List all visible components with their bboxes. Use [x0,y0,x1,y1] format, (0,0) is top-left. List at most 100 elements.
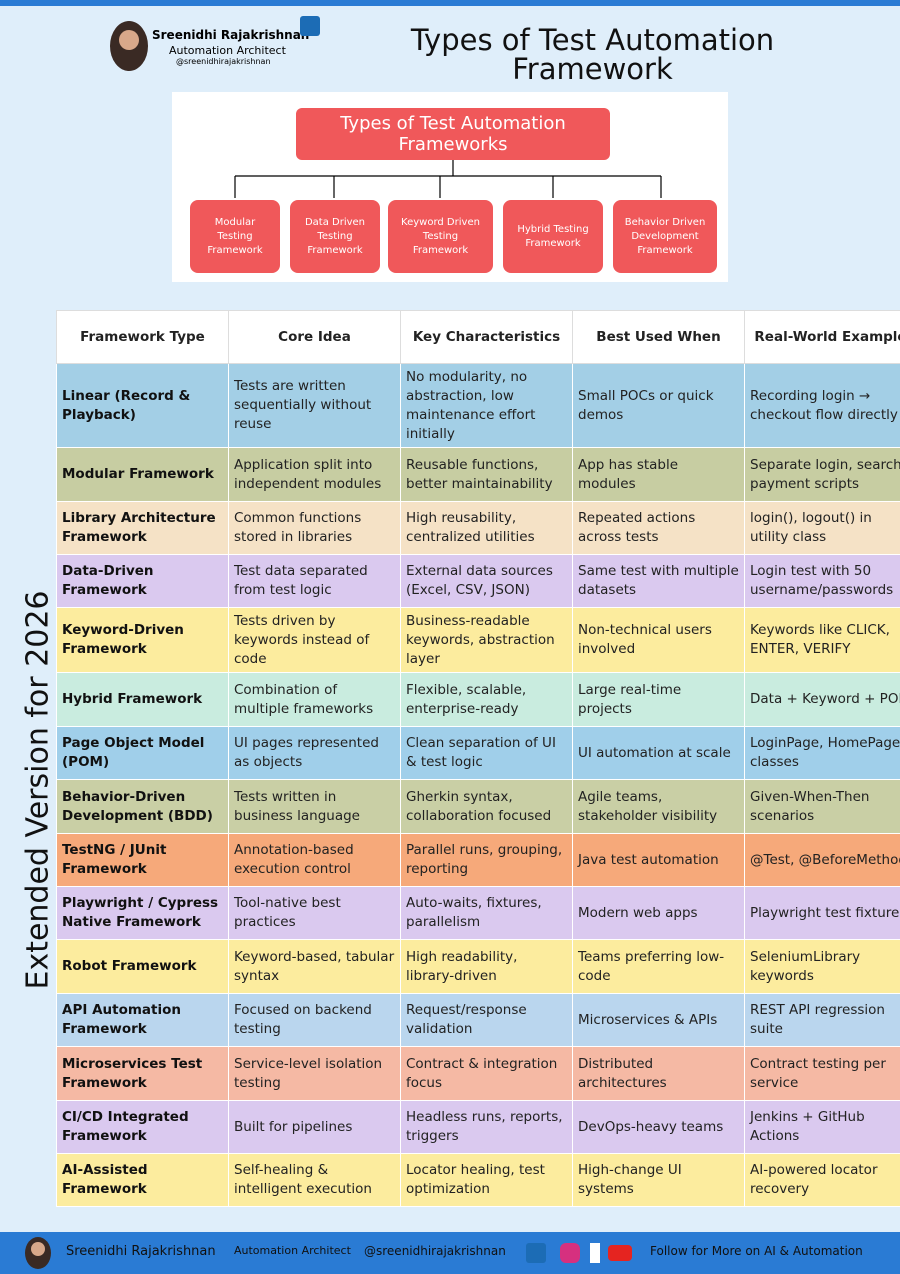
table-cell: High reusability, centralized utilities [400,501,573,555]
table-cell: SeleniumLibrary keywords [744,939,900,994]
table-row: Linear (Record & Playback) Tests are writ… [56,363,900,448]
framework-name: TestNG / JUnit Framework [56,833,229,887]
table-cell: Reusable functions, better maintainabili… [400,447,573,502]
table-cell: AI-powered locator recovery [744,1153,900,1207]
table-cell: Jenkins + GitHub Actions [744,1100,900,1154]
table-cell: Built for pipelines [228,1100,401,1154]
framework-name: Microservices Test Framework [56,1046,229,1101]
root-node: Types of Test Automation Frameworks [296,108,610,160]
author-role: Automation Architect [169,44,286,57]
column-header: Key Characteristics [400,310,573,364]
framework-name: Modular Framework [56,447,229,502]
side-label: Extended Version for 2026 [20,590,56,990]
table-cell: Modern web apps [572,886,745,940]
table-row: Behavior-Driven Development (BDD) Tests w… [56,779,900,834]
author-handle: @sreenidhirajakrishnan [176,57,271,66]
author-name: Sreenidhi Rajakrishnan [152,28,310,42]
child-node: Data Driven Testing Framework [290,200,380,273]
table-cell: Large real-time projects [572,672,745,727]
column-header: Core Idea [228,310,401,364]
table-cell: Locator healing, test optimization [400,1153,573,1207]
table-row: Page Object Model (POM) UI pages represen… [56,726,900,780]
linkedin-icon[interactable] [526,1243,546,1263]
table-cell: Combination of multiple frameworks [228,672,401,727]
column-header: Best Used When [572,310,745,364]
table-cell: Microservices & APIs [572,993,745,1047]
table-cell: App has stable modules [572,447,745,502]
framework-name: Hybrid Framework [56,672,229,727]
table-cell: Keyword-based, tabular syntax [228,939,401,994]
table-row: API Automation Framework Focused on backe… [56,993,900,1047]
child-node: Modular Testing Framework [190,200,280,273]
table-cell: Tests driven by keywords instead of code [228,607,401,673]
table-cell: Contract testing per service [744,1046,900,1101]
framework-name: Keyword-Driven Framework [56,607,229,673]
table-row: Hybrid Framework Combination of multiple … [56,672,900,727]
page-title: Types of Test Automation Framework [410,23,775,86]
avatar [110,21,148,71]
framework-name: API Automation Framework [56,993,229,1047]
table-row: Robot Framework Keyword-based, tabular sy… [56,939,900,994]
footer-role: Automation Architect [234,1244,351,1257]
table-cell: High-change UI systems [572,1153,745,1207]
table-cell: Small POCs or quick demos [572,363,745,448]
table-cell: Focused on backend testing [228,993,401,1047]
table-cell: Self-healing & intelligent execution [228,1153,401,1207]
linkedin-icon[interactable] [300,16,320,36]
table-cell: Agile teams, stakeholder visibility [572,779,745,834]
table-cell: Tests are written sequentially without r… [228,363,401,448]
table-cell: Business-readable keywords, abstraction … [400,607,573,673]
table-row: Data-Driven Framework Test data separated… [56,554,900,608]
footer-name: Sreenidhi Rajakrishnan [66,1244,216,1259]
instagram-icon[interactable] [560,1243,580,1263]
framework-name: Robot Framework [56,939,229,994]
table-cell: Teams preferring low-code [572,939,745,994]
table-cell: Login test with 50 username/passwords [744,554,900,608]
child-node: Hybrid Testing Framework [503,200,603,273]
table-cell: Flexible, scalable, enterprise-ready [400,672,573,727]
table-cell: Non-technical users involved [572,607,745,673]
table-cell: Tool-native best practices [228,886,401,940]
framework-table: Framework Type Core Idea Key Characteristi… [56,310,900,1207]
table-cell: Repeated actions across tests [572,501,745,555]
table-row: Microservices Test Framework Service-leve… [56,1046,900,1101]
column-header: Framework Type [56,310,229,364]
header-row: Framework Type Core Idea Key Characteristi… [56,310,900,364]
table-cell: Test data separated from test logic [228,554,401,608]
framework-name: Page Object Model (POM) [56,726,229,780]
table-cell: Distributed architectures [572,1046,745,1101]
table-cell: Keywords like CLICK, ENTER, VERIFY [744,607,900,673]
table-cell: Same test with multiple datasets [572,554,745,608]
table-cell: UI pages represented as objects [228,726,401,780]
table-row: Keyword-Driven Framework Tests driven by … [56,607,900,673]
table-cell: Application split into independent modul… [228,447,401,502]
table-row: TestNG / JUnit Framework Annotation-based… [56,833,900,887]
column-header: Real-World Example [744,310,900,364]
table-cell: Contract & integration focus [400,1046,573,1101]
table-row: Modular Framework Application split into … [56,447,900,502]
footer-handle: @sreenidhirajakrishnan [364,1244,506,1258]
table-cell: External data sources (Excel, CSV, JSON) [400,554,573,608]
child-node: Keyword Driven Testing Framework [388,200,493,273]
table-cell: Clean separation of UI & test logic [400,726,573,780]
table-cell: DevOps-heavy teams [572,1100,745,1154]
table-cell: Parallel runs, grouping, reporting [400,833,573,887]
framework-name: Data-Driven Framework [56,554,229,608]
table-row: AI-Assisted Framework Self-healing & inte… [56,1153,900,1207]
youtube-icon[interactable] [608,1245,632,1261]
framework-name: Behavior-Driven Development (BDD) [56,779,229,834]
table-cell: UI automation at scale [572,726,745,780]
top-bar [0,0,900,6]
framework-name: Library Architecture Framework [56,501,229,555]
framework-name: Linear (Record & Playback) [56,363,229,448]
table-cell: Gherkin syntax, collaboration focused [400,779,573,834]
footer-cta: Follow for More on AI & Automation [650,1244,863,1258]
table-cell: REST API regression suite [744,993,900,1047]
table-cell: Request/response validation [400,993,573,1047]
table-cell: LoginPage, HomePage classes [744,726,900,780]
table-cell: Tests written in business language [228,779,401,834]
facebook-icon[interactable] [590,1243,600,1263]
connectors [234,160,662,198]
footer: Sreenidhi Rajakrishnan Automation Archit… [0,1232,900,1274]
table-cell: Playwright test fixtures [744,886,900,940]
